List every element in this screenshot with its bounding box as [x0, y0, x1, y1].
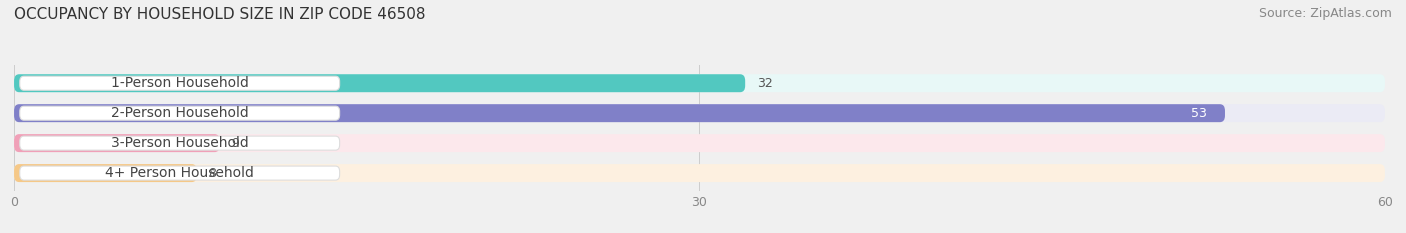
FancyBboxPatch shape [14, 164, 1385, 182]
FancyBboxPatch shape [14, 164, 197, 182]
Text: 2-Person Household: 2-Person Household [111, 106, 249, 120]
Text: 4+ Person Household: 4+ Person Household [105, 166, 254, 180]
FancyBboxPatch shape [14, 104, 1385, 122]
Text: 53: 53 [1191, 107, 1206, 120]
Text: Source: ZipAtlas.com: Source: ZipAtlas.com [1258, 7, 1392, 20]
Text: 8: 8 [208, 167, 217, 180]
Text: 3-Person Household: 3-Person Household [111, 136, 249, 150]
Text: 9: 9 [231, 137, 239, 150]
FancyBboxPatch shape [14, 134, 219, 152]
FancyBboxPatch shape [20, 136, 340, 150]
Text: 1-Person Household: 1-Person Household [111, 76, 249, 90]
FancyBboxPatch shape [14, 104, 1225, 122]
FancyBboxPatch shape [20, 106, 340, 120]
FancyBboxPatch shape [14, 74, 745, 92]
FancyBboxPatch shape [20, 166, 340, 180]
FancyBboxPatch shape [14, 134, 1385, 152]
Text: OCCUPANCY BY HOUSEHOLD SIZE IN ZIP CODE 46508: OCCUPANCY BY HOUSEHOLD SIZE IN ZIP CODE … [14, 7, 426, 22]
Text: 32: 32 [756, 77, 772, 90]
FancyBboxPatch shape [20, 76, 340, 90]
FancyBboxPatch shape [14, 74, 1385, 92]
